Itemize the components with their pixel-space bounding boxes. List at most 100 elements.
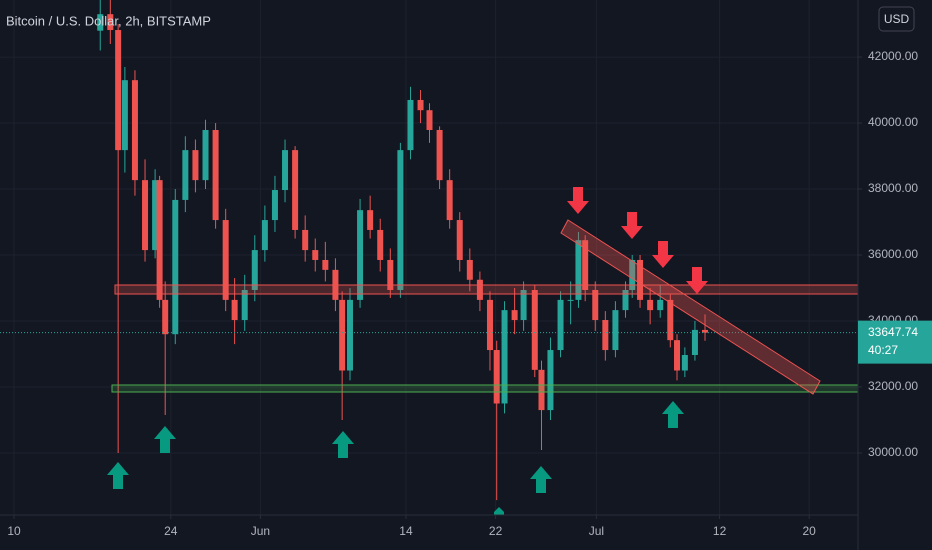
candle-body: [261, 220, 268, 251]
x-tick-label: 24: [164, 524, 178, 538]
axes: 30000.0032000.0034000.0036000.0038000.00…: [7, 49, 932, 538]
candle-body: [172, 199, 179, 335]
candle-body: [312, 250, 319, 260]
down-arrow: [621, 212, 643, 239]
up-arrow: [107, 462, 129, 489]
candle-body: [417, 99, 424, 111]
candle-body: [115, 30, 122, 151]
y-tick-label: 32000.00: [868, 379, 918, 393]
candle-body: [377, 229, 384, 260]
candle-body: [192, 150, 199, 181]
candle-body: [251, 250, 258, 290]
candle-body: [622, 289, 629, 311]
x-tick-label: 20: [802, 524, 816, 538]
candle-body: [339, 299, 346, 371]
candle-body: [702, 329, 709, 333]
last-price-box: [858, 320, 932, 364]
up-arrow: [494, 507, 504, 515]
up-arrows: [107, 401, 684, 515]
trend-channel: [560, 219, 821, 395]
candle-body: [557, 299, 564, 351]
candle-body: [531, 289, 538, 370]
candle-body: [637, 259, 644, 300]
x-tick-label: Jun: [251, 524, 270, 538]
candle-body: [436, 129, 443, 181]
candle-body: [582, 240, 589, 290]
up-arrow: [662, 401, 684, 428]
candle-body: [426, 110, 433, 130]
up-arrow: [332, 431, 354, 458]
candle-body: [97, 14, 104, 31]
candle-body: [602, 320, 609, 351]
y-tick-label: 36000.00: [868, 247, 918, 261]
x-tick-label: Jul: [589, 524, 604, 538]
currency-label[interactable]: USD: [884, 12, 910, 26]
candle-body: [612, 310, 619, 351]
last-price-label: 33647.74: [868, 325, 918, 339]
down-arrows: [567, 187, 708, 294]
down-arrow: [567, 187, 589, 214]
candle-body: [538, 369, 545, 411]
candle-body: [567, 299, 574, 301]
candle-body: [446, 180, 453, 221]
down-arrow: [686, 267, 708, 294]
candle-body: [202, 129, 209, 181]
candle-body: [520, 289, 527, 321]
resistance-zone: [114, 284, 859, 295]
candle-body: [547, 350, 554, 411]
candle-body: [667, 299, 674, 341]
candle-body: [346, 299, 353, 371]
candle-body: [691, 329, 698, 355]
candle-body: [456, 220, 463, 260]
chart-title: Bitcoin / U.S. Dollar, 2h, BITSTAMP: [6, 13, 211, 28]
up-arrow: [530, 466, 552, 493]
candle-body: [212, 129, 219, 221]
support-zone: [111, 384, 859, 393]
candle-body: [674, 340, 681, 371]
y-tick-label: 30000.00: [868, 445, 918, 459]
candle-body: [292, 150, 299, 230]
candle-body: [511, 310, 518, 321]
x-tick-label: 10: [7, 524, 21, 538]
x-tick-label: 14: [399, 524, 413, 538]
candle-body: [302, 229, 309, 251]
candle-body: [466, 259, 473, 280]
candle-body: [486, 299, 493, 351]
candle-body: [322, 259, 329, 270]
candle-body: [629, 259, 636, 290]
up-arrow: [154, 426, 176, 453]
candles: [0, 0, 858, 501]
candle-body: [657, 299, 664, 311]
candle-body: [156, 180, 163, 300]
down-arrow: [652, 241, 674, 268]
candle-body: [152, 180, 159, 251]
candle-body: [387, 259, 394, 290]
y-tick-label: 42000.00: [868, 49, 918, 63]
x-tick-label: 22: [489, 524, 503, 538]
candle-body: [121, 80, 128, 151]
candle-body: [476, 279, 483, 300]
candle-body: [222, 220, 229, 300]
y-tick-label: 40000.00: [868, 115, 918, 129]
candle-body: [501, 310, 508, 404]
candle-body: [241, 289, 248, 321]
candle-body: [357, 210, 364, 300]
candle-body: [407, 99, 414, 151]
candle-body: [162, 299, 169, 335]
currency-button[interactable]: [878, 6, 915, 32]
candle-body: [681, 354, 688, 371]
candle-body: [282, 150, 289, 191]
candle-body: [592, 289, 599, 321]
candle-body: [131, 80, 138, 181]
candle-body: [231, 299, 238, 321]
candle-body: [397, 150, 404, 290]
candle-body: [142, 180, 149, 251]
countdown-label: 40:27: [868, 343, 898, 357]
candle-body: [575, 240, 582, 300]
candle-body: [182, 150, 189, 200]
candle-body: [647, 299, 654, 311]
candle-body: [107, 14, 114, 31]
candle-body: [493, 350, 500, 404]
